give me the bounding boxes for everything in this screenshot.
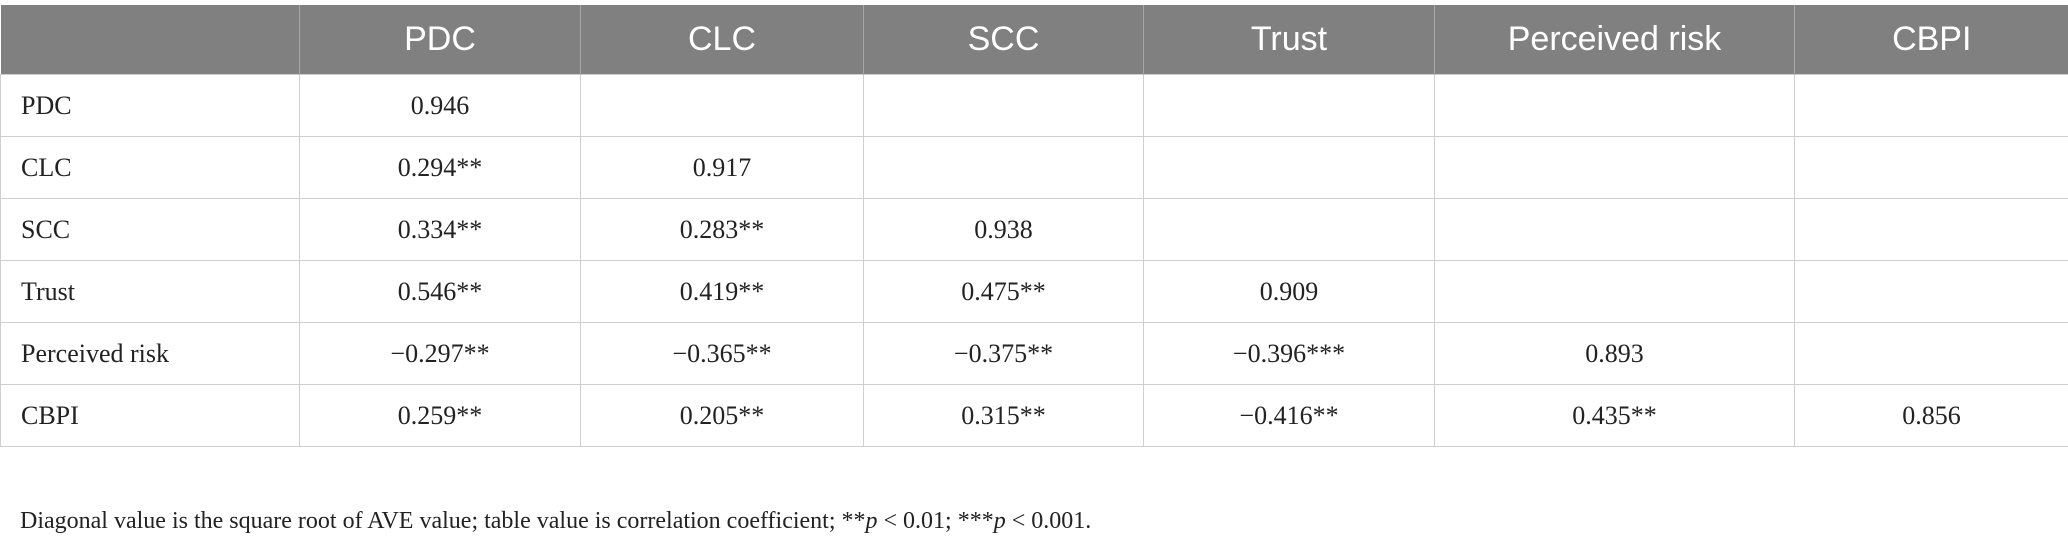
footnote-italic: p [993,508,1006,534]
column-header: PDC [299,5,581,75]
table-cell: −0.416** [1143,384,1435,447]
empty-cell [1794,260,2068,323]
empty-cell [1794,74,2068,137]
column-header: Trust [1143,5,1435,75]
footnote-italic: p [865,508,878,534]
empty-cell [1434,198,1795,261]
empty-cell [863,74,1144,137]
row-label: Trust [0,260,300,323]
column-header: SCC [863,5,1144,75]
empty-cell [1143,74,1435,137]
empty-cell [1434,136,1795,199]
table-row: CBPI 0.259** 0.205** 0.315** −0.416** 0.435**… [0,384,2068,447]
table-cell: 0.546** [299,260,581,323]
table-cell: 0.419** [580,260,864,323]
correlation-table: PDC CLC SCC Trust Perceived risk CBPI PDC 0.94… [0,5,2068,447]
footnote-text: < 0.001. [1005,508,1092,534]
row-label: CBPI [0,384,300,447]
empty-cell [1434,260,1795,323]
table-cell: −0.375** [863,322,1144,385]
table-cell: 0.893 [1434,322,1795,385]
footnote-text: < 0.01; *** [877,508,994,534]
empty-cell [580,74,864,137]
table-cell: 0.259** [299,384,581,447]
table-cell: 0.475** [863,260,1144,323]
empty-cell [1794,322,2068,385]
table-row: Trust 0.546** 0.419** 0.475** 0.909 [0,260,2068,323]
table-cell: 0.283** [580,198,864,261]
empty-cell [863,136,1144,199]
empty-cell [1794,198,2068,261]
table-cell: 0.435** [1434,384,1795,447]
row-label: PDC [0,74,300,137]
column-header: CLC [580,5,864,75]
header-row: PDC CLC SCC Trust Perceived risk CBPI [0,5,2068,75]
row-label: Perceived risk [0,322,300,385]
table-cell: −0.365** [580,322,864,385]
empty-cell [1143,198,1435,261]
table-cell: 0.938 [863,198,1144,261]
table-cell: −0.396*** [1143,322,1435,385]
table-row: CLC 0.294** 0.917 [0,136,2068,199]
row-label: CLC [0,136,300,199]
table-row: PDC 0.946 [0,74,2068,137]
corner-cell [0,5,300,75]
table-cell: 0.946 [299,74,581,137]
table-cell: 0.856 [1794,384,2068,447]
table-cell: 0.917 [580,136,864,199]
table-cell: 0.315** [863,384,1144,447]
empty-cell [1794,136,2068,199]
empty-cell [1434,74,1795,137]
table-cell: 0.205** [580,384,864,447]
footnote-text: Diagonal value is the square root of AVE… [20,508,866,534]
table-body: PDC 0.946 CLC 0.294** 0.917 SCC 0.334** 0.283**… [0,74,2068,447]
footnote: Diagonal value is the square root of AVE… [20,508,1091,535]
table-cell: 0.334** [299,198,581,261]
table-cell: −0.297** [299,322,581,385]
row-label: SCC [0,198,300,261]
column-header: CBPI [1794,5,2068,75]
column-header: Perceived risk [1434,5,1795,75]
table-cell: 0.294** [299,136,581,199]
table-cell: 0.909 [1143,260,1435,323]
table-row: SCC 0.334** 0.283** 0.938 [0,198,2068,261]
table-row: Perceived risk −0.297** −0.365** −0.375** −0… [0,322,2068,385]
empty-cell [1143,136,1435,199]
